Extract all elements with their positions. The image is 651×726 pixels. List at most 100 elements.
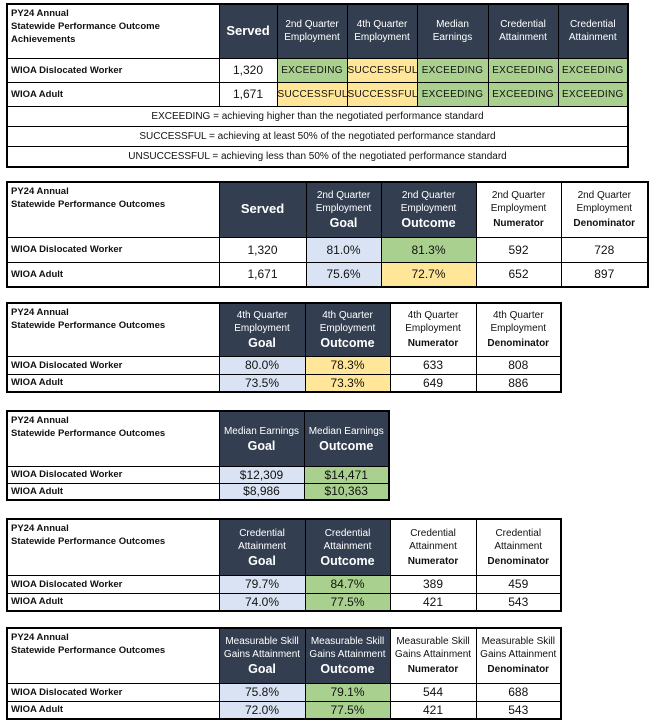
column-header-text: 4th Quarter Employment <box>354 19 410 44</box>
value-cell: 592 <box>475 236 562 263</box>
table-title-line: Statewide Performance Outcomes <box>11 320 166 331</box>
table-row: WIOA Adult 73.5% 73.3% 649 886 <box>6 373 562 393</box>
table-title: PY24 Annual Statewide Performance Outcome… <box>6 181 220 238</box>
value-cell: 652 <box>475 261 562 288</box>
value-cell: 389 <box>389 574 477 594</box>
table-title-line: Statewide Performance Outcome <box>11 21 160 32</box>
table-title-line: Achievements <box>11 34 76 45</box>
value-cell: $10,363 <box>303 482 390 501</box>
value-cell: 77.5% <box>304 592 391 612</box>
table-row: WIOA Adult 1,671 SUCCESSFUL SUCCESSFUL EXCEE… <box>6 81 629 107</box>
column-header-text: Measurable Skill Gains Attainment <box>480 636 557 661</box>
column-header: Measurable Skill Gains Attainment Numerat… <box>389 627 477 684</box>
column-header: Credential Attainment <box>557 3 629 59</box>
legend-row: EXCEEDING = achieving higher than the ne… <box>6 105 629 127</box>
value-cell: 1,671 <box>218 81 278 107</box>
column-header: Measurable Skill Gains Attainment Goal <box>218 627 306 684</box>
column-header-emphasis: Outcome <box>401 216 456 231</box>
column-header-text: 4th Quarter Employment <box>319 310 376 335</box>
table-title-line: PY24 Annual <box>11 8 69 19</box>
row-label: WIOA Adult <box>6 482 220 501</box>
row-label: WIOA Dislocated Worker <box>6 574 220 594</box>
value-cell: 688 <box>475 682 562 702</box>
table-title: PY24 Annual Statewide Performance Outcome… <box>6 518 220 576</box>
column-header-text: Credential Attainment <box>568 19 617 44</box>
header-row: PY24 Annual Statewide Performance Outcome… <box>6 181 649 238</box>
column-header: Median Earnings Goal <box>218 410 305 467</box>
column-header: Measurable Skill Gains Attainment Denomin… <box>475 627 562 684</box>
column-header-emphasis: Goal <box>248 336 276 351</box>
value-cell: 77.5% <box>304 700 391 720</box>
column-header-text: Credential Attainment <box>499 19 547 44</box>
legend-row: UNSUCCESSFUL = achieving less than 50% o… <box>6 145 629 167</box>
column-header-text: 2nd Quarter Employment <box>284 19 340 44</box>
column-header: 2nd Quarter Employment Outcome <box>380 181 477 238</box>
table-title-line: Statewide Performance Outcomes <box>11 645 166 656</box>
value-cell: 649 <box>389 373 477 393</box>
column-header-emphasis: Goal <box>248 662 276 677</box>
column-header-text: 2nd Quarter Employment <box>400 190 457 215</box>
value-cell: 84.7% <box>304 574 391 594</box>
value-cell: 75.6% <box>305 261 382 288</box>
status-cell: SUCCESSFUL <box>276 81 348 107</box>
column-header-text: Measurable Skill Gains Attainment <box>223 636 301 661</box>
column-header: 2nd Quarter Employment Denominator <box>560 181 649 238</box>
column-header: Credential Attainment Outcome <box>304 518 391 576</box>
row-label: WIOA Dislocated Worker <box>6 465 220 484</box>
row-label: WIOA Adult <box>6 261 220 288</box>
column-header-text: Median Earnings <box>432 19 473 44</box>
column-header-text: 2nd Quarter Employment <box>576 190 633 215</box>
column-header-emphasis: Denominator <box>487 664 550 676</box>
column-header-emphasis: Served <box>240 201 285 217</box>
value-cell: 808 <box>475 355 562 375</box>
column-header: Served <box>218 3 278 59</box>
column-header: 4th Quarter Employment Denominator <box>475 302 562 357</box>
column-header-text: Credential Attainment <box>238 527 286 552</box>
column-header-emphasis: Denominator <box>487 555 550 567</box>
table-title-line: PY24 Annual <box>11 186 69 197</box>
table-title-line: PY24 Annual <box>11 415 69 426</box>
value-cell: $14,471 <box>303 465 390 484</box>
column-header-text: 2nd Quarter Employment <box>490 190 547 215</box>
column-header: Median Earnings Outcome <box>303 410 390 467</box>
column-header-emphasis: Goal <box>247 438 276 453</box>
value-cell: 73.3% <box>304 373 391 393</box>
column-header-emphasis: Denominator <box>487 338 550 350</box>
value-cell: 543 <box>475 592 562 612</box>
column-header: Credential Attainment <box>487 3 559 59</box>
row-label: WIOA Dislocated Worker <box>6 682 220 702</box>
column-header: 4th Quarter Employment <box>346 3 418 59</box>
status-cell: EXCEEDING <box>487 81 559 107</box>
column-header-emphasis: Goal <box>248 553 276 568</box>
column-header: Served <box>218 181 307 238</box>
value-cell: 72.0% <box>218 700 306 720</box>
value-cell: 74.0% <box>218 592 306 612</box>
column-header: 2nd Quarter Employment Numerator <box>475 181 562 238</box>
column-header-emphasis: Numerator <box>493 218 544 230</box>
column-header-text: 4th Quarter Employment <box>234 310 290 335</box>
status-cell: SUCCESSFUL <box>346 81 418 107</box>
table-title-line: Statewide Performance Outcomes <box>11 199 166 210</box>
value-cell: 728 <box>560 236 649 263</box>
status-cell: EXCEEDING <box>487 57 559 83</box>
table-row: WIOA Dislocated Worker 80.0% 78.3% 633 808 <box>6 355 562 375</box>
column-header: Median Earnings <box>416 3 489 59</box>
performance-table-2: PY24 Annual Statewide Performance Outcome… <box>6 181 649 288</box>
table-row: WIOA Dislocated Worker 79.7% 84.7% 389 459 <box>6 574 562 594</box>
status-cell: EXCEEDING <box>557 81 629 107</box>
performance-table-4: PY24 Annual Statewide Performance Outcome… <box>6 410 390 501</box>
column-header: 4th Quarter Employment Numerator <box>389 302 477 357</box>
table-title: PY24 Annual Statewide Performance Outcome… <box>6 410 220 467</box>
value-cell: 78.3% <box>304 355 391 375</box>
row-label: WIOA Dislocated Worker <box>6 355 220 375</box>
column-header-emphasis: Goal <box>329 216 358 231</box>
header-row: PY24 Annual Statewide Performance Outcome… <box>6 410 390 467</box>
column-header-text: Median Earnings <box>308 425 384 437</box>
value-cell: $8,986 <box>218 482 305 501</box>
table-row: WIOA Dislocated Worker 1,320 81.0% 81.3% 592… <box>6 236 649 263</box>
table-title: PY24 Annual Statewide Performance Outcome… <box>6 627 220 684</box>
value-cell: 72.7% <box>380 261 477 288</box>
column-header-text: Credential Attainment <box>409 527 457 552</box>
value-cell: 73.5% <box>218 373 306 393</box>
column-header-emphasis: Outcome <box>320 662 375 677</box>
